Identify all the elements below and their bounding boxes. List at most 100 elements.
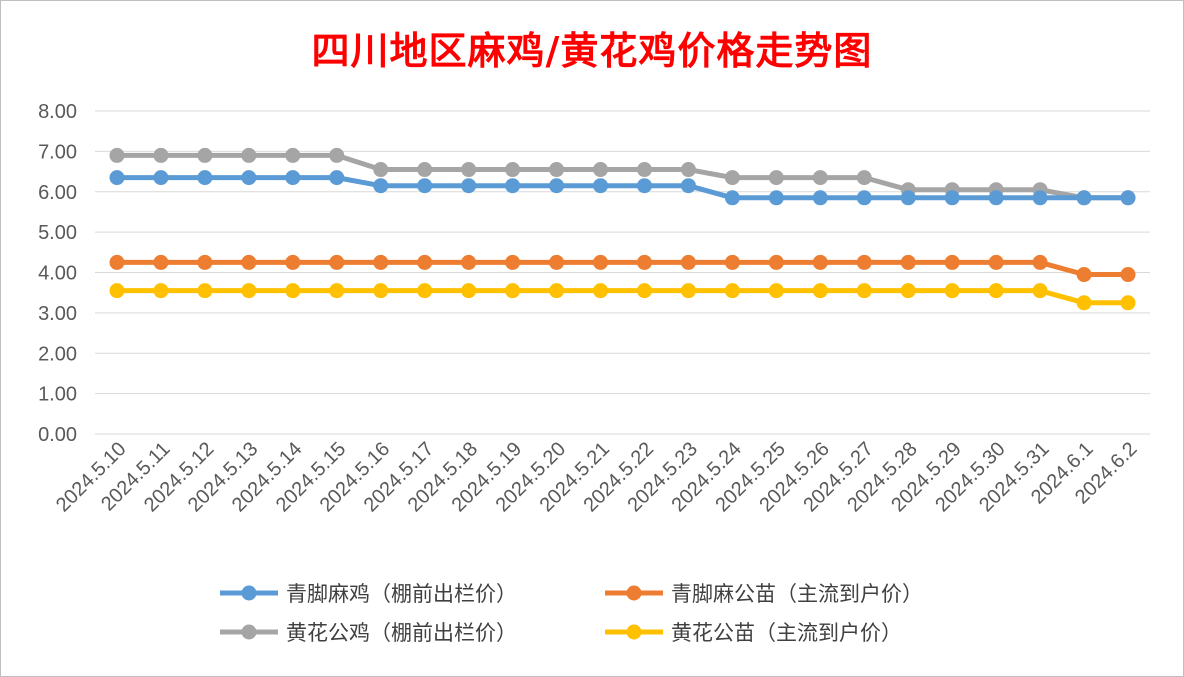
data-point xyxy=(680,178,696,194)
data-point xyxy=(285,170,301,186)
data-point xyxy=(241,283,257,299)
data-point xyxy=(373,283,389,299)
data-point xyxy=(856,190,872,206)
legend: 青脚麻鸡（棚前出栏价） 青脚麻公苗（主流到户价） 黄花公鸡（棚前出栏价） 黄花公苗（主… xyxy=(220,582,923,645)
data-point xyxy=(241,147,257,163)
data-point xyxy=(768,254,784,270)
data-point xyxy=(944,283,960,299)
data-point xyxy=(768,190,784,206)
data-point xyxy=(329,147,345,163)
data-point xyxy=(461,254,477,270)
data-point xyxy=(417,283,433,299)
data-point xyxy=(1120,190,1136,206)
data-point xyxy=(461,178,477,194)
data-point xyxy=(197,254,213,270)
data-point xyxy=(988,190,1004,206)
data-point xyxy=(1032,283,1048,299)
data-point xyxy=(417,162,433,178)
data-point xyxy=(812,283,828,299)
data-point xyxy=(505,178,521,194)
data-point xyxy=(724,170,740,186)
legend-swatch-marker xyxy=(626,585,642,601)
data-point xyxy=(417,254,433,270)
data-point xyxy=(373,162,389,178)
data-point xyxy=(197,170,213,186)
data-point xyxy=(768,170,784,186)
data-point xyxy=(988,254,1004,270)
legend-label: 黄花公鸡（棚前出栏价） xyxy=(286,621,517,645)
data-point xyxy=(153,147,169,163)
data-point xyxy=(636,178,652,194)
data-point xyxy=(593,254,609,270)
data-point xyxy=(153,254,169,270)
legend-swatch-marker xyxy=(241,624,257,640)
data-point xyxy=(109,283,125,299)
data-point xyxy=(329,170,345,186)
series-lines xyxy=(109,147,1136,311)
data-point xyxy=(241,170,257,186)
legend-swatch-marker xyxy=(241,585,257,601)
data-point xyxy=(505,283,521,299)
data-point xyxy=(1076,267,1092,283)
y-tick-label: 2.00 xyxy=(38,343,77,365)
data-point xyxy=(109,170,125,186)
data-point xyxy=(944,190,960,206)
series-0 xyxy=(109,170,1136,206)
y-tick-label: 6.00 xyxy=(38,182,77,204)
data-point xyxy=(461,162,477,178)
y-tick-label: 0.00 xyxy=(38,424,77,446)
data-point xyxy=(944,254,960,270)
x-axis-ticks: 2024.5.102024.5.112024.5.122024.5.132024… xyxy=(52,438,1142,516)
chart-title: 四川地区麻鸡/黄花鸡价格走势图 xyxy=(311,28,873,73)
series-2 xyxy=(109,147,1136,206)
series-3 xyxy=(109,283,1136,311)
data-point xyxy=(549,283,565,299)
data-point xyxy=(768,283,784,299)
data-point xyxy=(636,254,652,270)
legend-label: 青脚麻鸡（棚前出栏价） xyxy=(286,582,517,606)
data-point xyxy=(988,283,1004,299)
y-tick-label: 1.00 xyxy=(38,384,77,406)
data-point xyxy=(461,283,477,299)
data-point xyxy=(417,178,433,194)
data-point xyxy=(636,283,652,299)
data-point xyxy=(812,170,828,186)
data-point xyxy=(593,162,609,178)
data-point xyxy=(549,162,565,178)
y-tick-label: 5.00 xyxy=(38,222,77,244)
data-point xyxy=(900,283,916,299)
data-point xyxy=(505,254,521,270)
data-point xyxy=(1120,295,1136,311)
y-tick-label: 8.00 xyxy=(38,101,77,123)
data-point xyxy=(285,254,301,270)
data-point xyxy=(900,190,916,206)
data-point xyxy=(812,190,828,206)
data-point xyxy=(197,283,213,299)
y-axis-ticks: 0.00 1.00 2.00 3.00 4.00 5.00 6.00 7.00 8.00 xyxy=(38,101,77,446)
data-point xyxy=(285,147,301,163)
data-point xyxy=(549,178,565,194)
data-point xyxy=(1032,190,1048,206)
data-point xyxy=(197,147,213,163)
data-point xyxy=(900,254,916,270)
data-point xyxy=(856,170,872,186)
data-point xyxy=(329,254,345,270)
y-tick-label: 3.00 xyxy=(38,303,77,325)
data-point xyxy=(856,254,872,270)
legend-item: 青脚麻鸡（棚前出栏价） xyxy=(220,582,517,606)
data-point xyxy=(1076,190,1092,206)
data-point xyxy=(329,283,345,299)
legend-item: 黄花公鸡（棚前出栏价） xyxy=(220,621,517,645)
y-tick-label: 7.00 xyxy=(38,141,77,163)
data-point xyxy=(1032,254,1048,270)
data-point xyxy=(109,147,125,163)
data-point xyxy=(373,178,389,194)
series-line xyxy=(114,288,1131,306)
data-point xyxy=(856,283,872,299)
data-point xyxy=(724,283,740,299)
data-point xyxy=(680,254,696,270)
data-point xyxy=(680,162,696,178)
data-point xyxy=(109,254,125,270)
